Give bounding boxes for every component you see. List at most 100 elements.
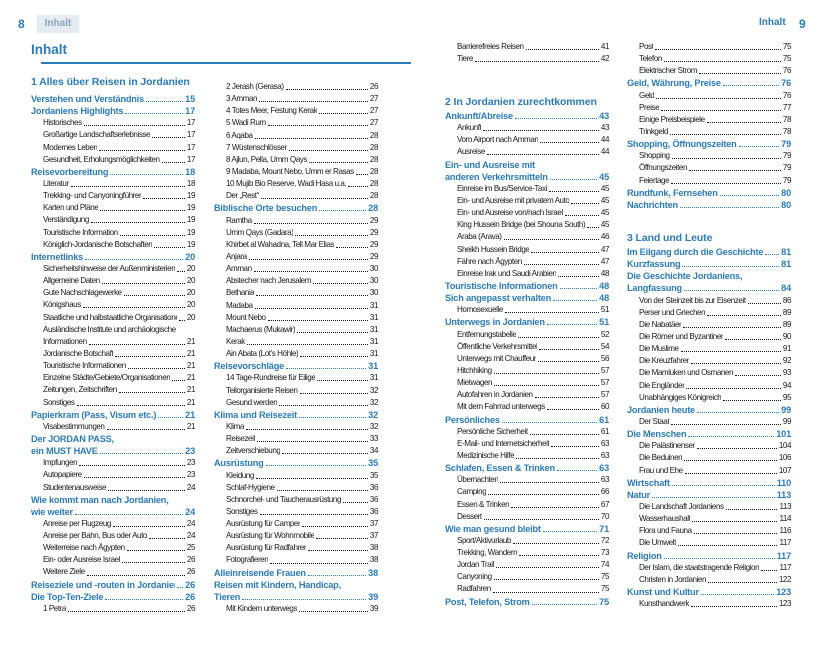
toc-section-entry[interactable]: Jordanien heute 99 [627,404,791,416]
toc-section-entry[interactable]: Klima und Reisezeit 32 [214,409,378,421]
toc-subentry[interactable]: Trinkgeld 78 [627,126,791,138]
toc-section-entry[interactable]: Reiseziele und -routen in Jordanien 26 [31,579,195,591]
toc-subentry[interactable]: Ausrüstung für Camper 37 [214,518,378,530]
toc-section-entry[interactable]: Nachrichten 80 [627,199,791,211]
toc-subentry[interactable]: Der Islam, die staatstragende Religion 11… [627,562,791,574]
toc-subentry[interactable]: Elektrischer Strom 76 [627,65,791,77]
toc-subentry[interactable]: Essen & Trinken 67 [445,499,609,511]
toc-section-entry-first-line[interactable]: Reisen mit Kindern, Handicap, [214,579,341,590]
toc-subentry[interactable]: Allgemeine Daten 20 [31,275,195,287]
toc-subentry[interactable]: Flora und Fauna 116 [627,525,791,537]
toc-subentry[interactable]: Entfernungstabelle 52 [445,329,609,341]
toc-section-entry[interactable]: Wie man gesund bleibt 71 [445,523,609,535]
toc-subentry[interactable]: Die Nabatäer 89 [627,319,791,331]
toc-subentry[interactable]: 4 Totes Meer, Festung Kerak 27 [214,105,378,117]
toc-section-entry[interactable]: Geld, Währung, Preise 76 [627,77,791,89]
toc-section-entry[interactable]: Religion 117 [627,550,791,562]
toc-subentry[interactable]: Radfahren 75 [445,583,609,595]
toc-subentry[interactable]: Gesundheit, Erholungsmöglichkeiten 17 [31,154,195,166]
toc-subentry[interactable]: Weiterreise nach Ägypten 25 [31,542,195,554]
toc-subentry[interactable]: Visabestimmungen 21 [31,421,195,433]
toc-subentry[interactable]: Unterwegs mit Chauffeur 56 [445,353,609,365]
toc-subentry[interactable]: Post 75 [627,41,791,53]
toc-subentry[interactable]: 14 Tage-Rundreise für Eilige 31 [214,372,378,384]
toc-section-entry[interactable]: Reisevorbereitung 18 [31,166,195,178]
toc-subentry[interactable]: Die Muslime 91 [627,343,791,355]
toc-section-entry[interactable]: Ausrüstung 35 [214,457,378,469]
toc-subentry[interactable]: Shopping 79 [627,150,791,162]
toc-subentry[interactable]: Der Staat 99 [627,416,791,428]
toc-section-entry[interactable]: Im Eilgang durch die Geschichte 81 [627,246,791,258]
toc-subentry[interactable]: Verständigung 19 [31,214,195,226]
toc-subentry[interactable]: Die Engländer 94 [627,380,791,392]
toc-subentry[interactable]: Die Landschaft Jordaniens 113 [627,501,791,513]
toc-subentry[interactable]: Klima 32 [214,421,378,433]
toc-subentry[interactable]: Kleidung 35 [214,470,378,482]
toc-subentry[interactable]: Touristische Information 19 [31,227,195,239]
toc-subentry[interactable]: Medizinische Hilfe 63 [445,450,609,462]
toc-subentry[interactable]: Schnorchel- und Taucherausrüstung 36 [214,494,378,506]
toc-subentry[interactable]: Karten und Pläne 19 [31,202,195,214]
toc-subentry[interactable]: Autopapiere 23 [31,469,195,481]
toc-subentry[interactable]: Trekking, Wandern 73 [445,547,609,559]
toc-subentry[interactable]: Die Kreuzfahrer 92 [627,355,791,367]
toc-section-entry[interactable]: Kurzfassung 81 [627,258,791,270]
toc-subentry[interactable]: Die Mamluken und Osmanen 93 [627,367,791,379]
toc-section-entry-first-line[interactable]: Die Geschichte Jordaniens, [627,271,743,282]
toc-subentry[interactable]: 5 Wadi Rum 27 [214,117,378,129]
toc-subentry[interactable]: Mietwagen 57 [445,377,609,389]
toc-subentry[interactable]: Umm Qays (Gadara) 29 [214,227,378,239]
toc-subentry[interactable]: Jordanische Botschaft 21 [31,348,195,360]
toc-subentry[interactable]: Anreise per Bahn, Bus oder Auto 24 [31,530,195,542]
toc-subentry[interactable]: Telefon 75 [627,53,791,65]
toc-subentry[interactable]: Studentenausweise 24 [31,482,195,494]
toc-subentry[interactable]: Die Römer und Byzantiner 90 [627,331,791,343]
toc-subentry[interactable]: Öffnungszeiten 79 [627,162,791,174]
toc-subentry[interactable]: Zeitverschiebung 34 [214,445,378,457]
toc-subentry[interactable]: Wasserhaushalt 114 [627,513,791,525]
toc-section-entry[interactable]: Rundfunk, Fernsehen 80 [627,187,791,199]
toc-section-entry[interactable]: Kunst und Kultur 123 [627,586,791,598]
toc-subentry[interactable]: Königshaus 20 [31,299,195,311]
toc-subentry[interactable]: Anreise per Flugzeug 24 [31,518,195,530]
toc-subentry[interactable]: Frau und Ehe 107 [627,465,791,477]
toc-subentry[interactable]: Sheikh Hussein Bridge 47 [445,244,609,256]
toc-subentry[interactable]: 6 Aqaba 28 [214,130,378,142]
toc-subentry[interactable]: Ain Abata (Lot’s Höhle) 31 [214,348,378,360]
toc-subentry[interactable]: Gesund werden 32 [214,397,378,409]
toc-section-entry-first-line[interactable]: Wie kommt man nach Jordanien, [31,494,169,505]
toc-section-entry[interactable]: Jordaniens Highlights 17 [31,105,195,117]
toc-subentry[interactable]: Trekking- und Canyoningführer 19 [31,190,195,202]
toc-section-entry-first-line[interactable]: Der JORDAN PASS, [31,433,114,444]
toc-subentry[interactable]: Perser und Griechen 89 [627,307,791,319]
toc-subentry[interactable]: Informationen 21 [31,336,195,348]
toc-subentry[interactable]: Kerak 31 [214,336,378,348]
toc-subentry[interactable]: Ramtha 29 [214,215,378,227]
toc-subentry[interactable]: Barrierefreies Reisen 41 [445,41,609,53]
toc-subentry[interactable]: 1 Petra 26 [31,603,195,615]
toc-section-entry[interactable]: Post, Telefon, Strom 75 [445,596,609,608]
toc-subentry[interactable]: Touristische Informationen 21 [31,360,195,372]
toc-subentry[interactable]: E-Mail- und Internetsicherheit 63 [445,438,609,450]
toc-subentry[interactable]: Modernes Leben 17 [31,142,195,154]
toc-subentry[interactable]: Ein- und Ausreise mit privatem Auto 45 [445,195,609,207]
toc-section-entry[interactable]: Sich angepasst verhalten 48 [445,292,609,304]
toc-subentry[interactable]: Sport/Aktivurlaub 72 [445,535,609,547]
toc-subentry[interactable]: Ausreise 44 [445,146,609,158]
toc-subentry[interactable]: Mit Kindern unterwegs 39 [214,603,378,615]
toc-subentry[interactable]: Zeitungen, Zeitschriften 21 [31,384,195,396]
toc-subentry[interactable]: Sicherheitshinweise der Außenministerien… [31,263,195,275]
toc-subentry[interactable]: Feiertage 79 [627,175,791,187]
toc-subentry[interactable]: Homosexuelle 51 [445,304,609,316]
toc-section-entry[interactable]: Verstehen und Verständnis 15 [31,93,195,105]
toc-subentry[interactable]: Mount Nebo 31 [214,312,378,324]
toc-section-entry[interactable]: Die Menschen 101 [627,428,791,440]
toc-subentry[interactable]: Ein- und Ausreise von/nach Israel 45 [445,207,609,219]
toc-subentry[interactable]: Großartige Landschaftserlebnisse 17 [31,129,195,141]
toc-subentry[interactable]: Einzelne Städte/Gebiete/Organisationen 21 [31,372,195,384]
toc-subentry[interactable]: Teilorganisierte Reisen 32 [214,385,378,397]
toc-subentry[interactable]: Weitere Ziele 26 [31,566,195,578]
toc-section-entry[interactable]: wie weiter 24 [31,506,195,518]
toc-subentry[interactable]: Amman 30 [214,263,378,275]
toc-section-entry[interactable]: Die Top-Ten-Ziele 26 [31,591,195,603]
